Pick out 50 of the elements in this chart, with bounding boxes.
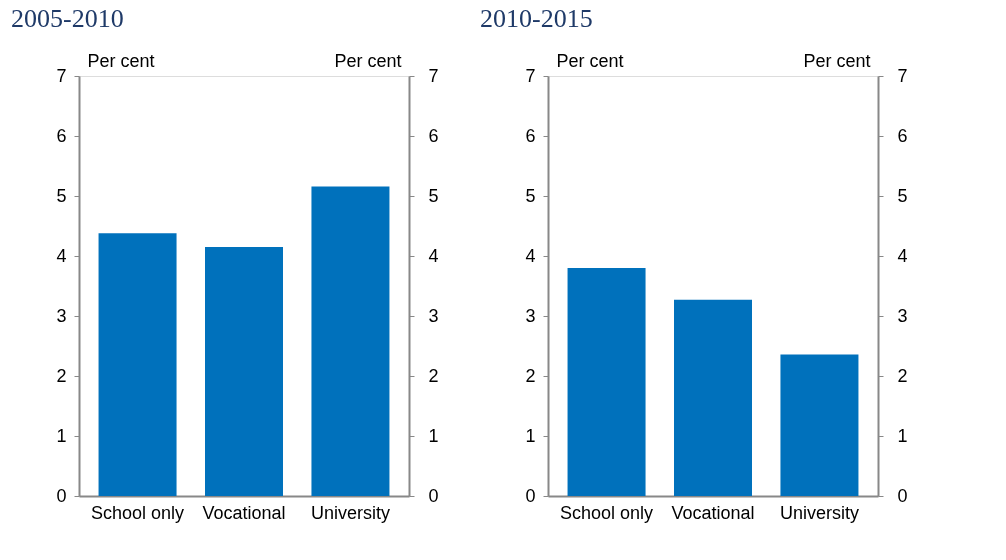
x-tick-label: University (779, 502, 859, 523)
bar (567, 268, 646, 496)
y-tick-label: 0 (525, 485, 536, 506)
y2-tick-label: 1 (897, 425, 908, 446)
y2-tick-label: 2 (897, 365, 908, 386)
y-tick-label: 3 (56, 305, 67, 326)
y2-axis-title: Per cent (803, 50, 871, 71)
x-tick-label: School only (91, 502, 185, 523)
y2-tick-label: 5 (897, 185, 908, 206)
y2-tick-label: 2 (428, 365, 439, 386)
bar (205, 247, 283, 496)
y-tick-label: 2 (525, 365, 536, 386)
x-tick-label: University (310, 502, 390, 523)
y-tick-label: 3 (525, 305, 536, 326)
y2-tick-label: 0 (897, 485, 908, 506)
x-tick-label: Vocational (671, 502, 755, 523)
y-tick-label: 1 (56, 425, 67, 446)
y-tick-label: 6 (525, 125, 536, 146)
y2-tick-label: 3 (428, 305, 439, 326)
y-tick-label: 7 (56, 65, 67, 86)
y2-tick-label: 6 (897, 125, 908, 146)
y2-tick-label: 7 (897, 65, 908, 86)
x-tick-label: Vocational (202, 502, 286, 523)
y2-tick-label: 4 (428, 245, 439, 266)
y-tick-label: 5 (56, 185, 67, 206)
y2-tick-label: 0 (428, 485, 439, 506)
y-tick-label: 4 (525, 245, 536, 266)
y-tick-label: 4 (56, 245, 67, 266)
y-tick-label: 1 (525, 425, 536, 446)
y-tick-label: 2 (56, 365, 67, 386)
y2-tick-label: 4 (897, 245, 908, 266)
y-axis-title: Per cent (87, 50, 155, 71)
y-tick-label: 0 (56, 485, 67, 506)
y-tick-label: 5 (525, 185, 536, 206)
y-tick-label: 7 (525, 65, 536, 86)
chart-title: 2005-2010 (10, 4, 124, 33)
y2-tick-label: 5 (428, 185, 439, 206)
bar (674, 299, 752, 496)
bar (98, 233, 177, 496)
bar (311, 186, 390, 496)
y-axis-title: Per cent (556, 50, 624, 71)
y-tick-label: 6 (56, 125, 67, 146)
y2-tick-label: 7 (428, 65, 439, 86)
y2-tick-label: 6 (428, 125, 439, 146)
chart-title: 2010-2015 (479, 4, 593, 33)
x-tick-label: School only (560, 502, 654, 523)
y2-tick-label: 3 (897, 305, 908, 326)
y2-axis-title: Per cent (334, 50, 402, 71)
bar (780, 354, 859, 496)
y2-tick-label: 1 (428, 425, 439, 446)
